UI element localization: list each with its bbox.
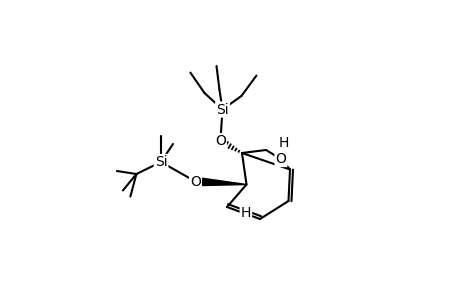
Text: H: H xyxy=(278,136,288,150)
Text: O: O xyxy=(190,175,201,188)
Text: Si: Si xyxy=(216,103,228,116)
Text: H: H xyxy=(240,206,251,220)
Polygon shape xyxy=(195,177,246,186)
Text: O: O xyxy=(214,134,225,148)
Text: O: O xyxy=(275,152,286,166)
Text: Si: Si xyxy=(154,155,167,169)
